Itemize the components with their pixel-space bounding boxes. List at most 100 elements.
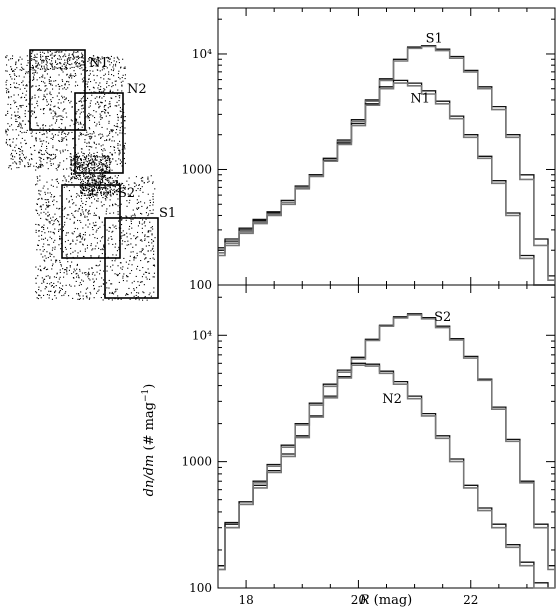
star-dot	[68, 201, 70, 203]
star-dot	[62, 56, 64, 58]
star-dot	[11, 68, 13, 70]
star-dot	[25, 94, 27, 96]
star-dot	[83, 153, 85, 155]
star-dot	[41, 66, 43, 68]
star-dot	[8, 97, 10, 99]
star-dot	[97, 175, 99, 177]
star-dot	[12, 70, 14, 72]
star-dot	[102, 177, 104, 179]
star-dot	[38, 240, 40, 242]
star-dot	[52, 97, 54, 99]
star-dot	[103, 108, 105, 110]
star-dot	[14, 115, 16, 117]
star-dot	[42, 246, 44, 248]
star-dot	[62, 116, 64, 118]
star-dot	[78, 293, 80, 295]
star-dot	[98, 156, 100, 158]
star-dot	[54, 112, 56, 114]
star-dot	[50, 83, 52, 85]
star-dot	[50, 290, 52, 292]
star-dot	[62, 88, 64, 90]
star-dot	[142, 267, 144, 269]
star-dot	[40, 108, 42, 110]
star-dot	[13, 94, 15, 96]
star-dot	[97, 192, 99, 194]
star-dot	[150, 295, 152, 297]
star-dot	[101, 175, 103, 177]
star-dot	[153, 258, 155, 260]
star-dot	[46, 145, 48, 147]
star-dot	[91, 202, 93, 204]
star-dot	[20, 106, 22, 108]
star-dot	[110, 183, 112, 185]
star-dot	[116, 56, 118, 58]
star-dot	[126, 200, 128, 202]
star-dot	[94, 175, 96, 177]
star-dot	[50, 184, 52, 186]
star-dot	[50, 259, 52, 261]
star-dot	[111, 140, 113, 142]
star-dot	[126, 232, 128, 234]
star-dot	[103, 90, 105, 92]
star-dot	[100, 201, 102, 203]
star-dot	[23, 76, 25, 78]
y-axis-label-exponent: −1	[141, 389, 151, 402]
star-dot	[70, 163, 72, 165]
star-dot	[49, 205, 51, 207]
star-dot	[115, 204, 117, 206]
star-dot	[83, 194, 85, 196]
star-dot	[101, 170, 103, 172]
star-dot	[95, 125, 97, 127]
star-dot	[7, 103, 9, 105]
star-dot	[90, 194, 92, 196]
star-dot	[99, 105, 101, 107]
star-dot	[113, 75, 115, 77]
star-dot	[102, 173, 104, 175]
star-dot	[100, 137, 102, 139]
star-dot	[90, 81, 92, 83]
star-dot	[87, 274, 89, 276]
star-dot	[50, 217, 52, 219]
star-dot	[62, 226, 64, 228]
star-dot	[36, 183, 38, 185]
star-dot	[101, 178, 103, 180]
star-dot	[96, 169, 98, 171]
star-dot	[72, 54, 74, 56]
star-dot	[48, 221, 50, 223]
star-dot	[99, 95, 101, 97]
star-dot	[93, 280, 95, 282]
star-dot	[84, 185, 86, 187]
star-dot	[108, 71, 110, 73]
star-dot	[36, 176, 38, 178]
star-dot	[118, 152, 120, 154]
star-dot	[83, 159, 85, 161]
star-dot	[75, 74, 77, 76]
star-dot	[138, 221, 140, 223]
star-dot	[101, 153, 103, 155]
star-dot	[96, 165, 98, 167]
star-dot	[62, 151, 64, 153]
star-dot	[93, 188, 95, 190]
star-dot	[95, 180, 97, 182]
star-dot	[106, 135, 108, 137]
star-dot	[35, 278, 37, 280]
star-dot	[100, 58, 102, 60]
star-dot	[136, 207, 138, 209]
star-dot	[55, 60, 57, 62]
star-dot	[51, 194, 53, 196]
star-dot	[122, 266, 124, 268]
star-dot	[98, 89, 100, 91]
star-dot	[61, 65, 63, 67]
star-dot	[109, 189, 111, 191]
star-dot	[94, 62, 96, 64]
star-dot	[43, 67, 45, 69]
star-dot	[92, 57, 94, 59]
star-dot	[20, 105, 22, 107]
star-dot	[45, 89, 47, 91]
star-dot	[51, 60, 53, 62]
star-dot	[133, 288, 135, 290]
star-dot	[24, 115, 26, 117]
star-dot	[81, 200, 83, 202]
star-dot	[44, 260, 46, 262]
series-label-n1: N1	[410, 92, 430, 107]
